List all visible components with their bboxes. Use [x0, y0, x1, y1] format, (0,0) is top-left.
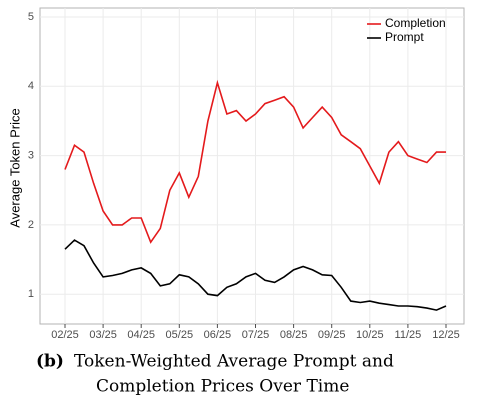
plot-panel [39, 7, 465, 325]
y-tick-label: 5 [28, 11, 34, 23]
x-tick-label: 06/25 [204, 329, 232, 341]
x-tick-label: 05/25 [166, 329, 194, 341]
legend-label: Prompt [385, 30, 424, 44]
line [64, 79, 446, 244]
y-axis-label: Average Token Price [7, 108, 22, 227]
x-tick-label: 11/25 [395, 329, 422, 341]
caption-label: (b) [36, 352, 64, 372]
caption: Token-Weighted Average Prompt and [74, 352, 394, 372]
x-tick-label: 08/25 [280, 329, 308, 341]
x-tick-label: 03/25 [89, 329, 117, 341]
x-tick-label: 07/25 [242, 329, 270, 341]
x-tick-label: 04/25 [127, 329, 155, 341]
x-tick-label: 10/25 [356, 329, 384, 341]
y-tick-label: 1 [28, 288, 34, 300]
caption: Completion Prices Over Time [96, 377, 349, 397]
y-tick-label: 2 [28, 219, 34, 231]
y-tick-label: 4 [28, 80, 34, 92]
x-tick-label: 09/25 [318, 329, 346, 341]
line [64, 239, 447, 311]
x-tick-label: 12/25 [432, 329, 460, 341]
y-tick-label: 3 [28, 150, 34, 162]
x-tick-label: 02/25 [51, 329, 79, 341]
legend-label: Completion [385, 16, 446, 30]
